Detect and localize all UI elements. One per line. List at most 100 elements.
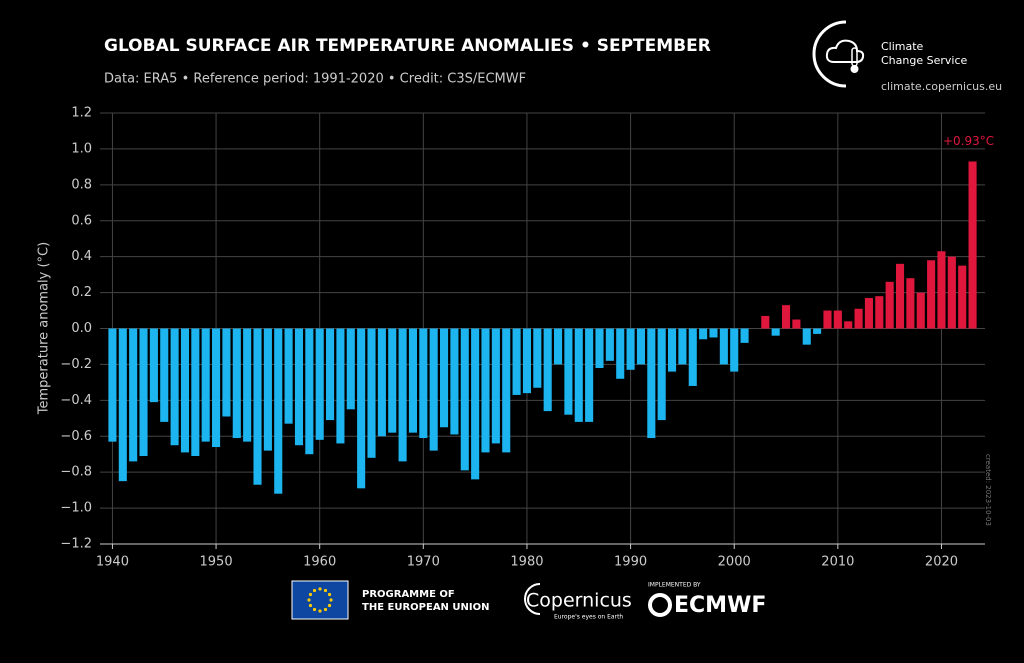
- footer-logos: PROGRAMME OF THE EUROPEAN UNION Copernic…: [291, 580, 766, 621]
- bar: [346, 328, 355, 410]
- bar: [667, 328, 677, 372]
- y-tick-label: −1.2: [60, 537, 92, 552]
- y-axis-label: Temperature anomaly (°C): [37, 242, 52, 415]
- y-tick-label: 1.2: [71, 106, 92, 121]
- bar: [326, 328, 335, 421]
- bar: [180, 328, 190, 453]
- bar: [761, 315, 770, 329]
- logo-arc: [812, 20, 847, 88]
- bar: [595, 328, 604, 369]
- subtitle: Data: ERA5 • Reference period: 1991-2020…: [104, 72, 526, 87]
- y-tick-label: 0.2: [71, 285, 92, 300]
- y-tick-label: −0.6: [60, 429, 92, 444]
- eu-star: [307, 598, 311, 602]
- bar: [968, 161, 977, 329]
- c3s-logo: Climate Change Service climate.copernicu…: [812, 20, 1002, 93]
- bar: [916, 292, 925, 329]
- bar: [699, 328, 708, 340]
- bar: [792, 319, 801, 329]
- bar: [605, 328, 614, 361]
- bar: [377, 328, 386, 437]
- copernicus-arc: [524, 583, 541, 615]
- x-tick-label: 2010: [821, 555, 854, 570]
- eu-star: [318, 587, 322, 591]
- y-tick-label: −1.0: [60, 501, 92, 516]
- bar: [118, 328, 127, 482]
- bar: [564, 328, 573, 415]
- bar: [191, 328, 200, 457]
- bar: [274, 328, 283, 494]
- bar: [149, 328, 158, 403]
- bar: [771, 328, 780, 336]
- bar: [263, 328, 272, 451]
- eu-text: PROGRAMME OF: [362, 589, 455, 600]
- chart-title: GLOBAL SURFACE AIR TEMPERATURE ANOMALIES…: [104, 36, 711, 56]
- eu-star: [327, 592, 332, 597]
- bar: [678, 328, 687, 365]
- bar: [554, 328, 563, 365]
- y-tick-label: −0.8: [60, 465, 92, 480]
- bar: [616, 328, 625, 379]
- bar: [460, 328, 469, 471]
- bar: [512, 328, 521, 395]
- bar: [657, 328, 666, 421]
- bar: [232, 328, 241, 439]
- bar: [129, 328, 138, 462]
- bar: [781, 305, 791, 329]
- x-tick-label: 1960: [303, 555, 336, 570]
- created-note: created: 2023-10-03: [984, 454, 992, 526]
- bar: [533, 328, 542, 388]
- bar: [833, 310, 842, 329]
- y-tick-label: 1.0: [71, 141, 92, 156]
- bar: [823, 310, 832, 329]
- ecmwf-text: ECMWF: [674, 593, 766, 618]
- logo-text: Change Service: [881, 54, 967, 67]
- eu-star: [308, 603, 313, 608]
- x-tick-label: 1990: [614, 555, 647, 570]
- y-tick-label: 0.4: [71, 249, 92, 264]
- bar: [574, 328, 583, 422]
- x-tick-label: 2000: [718, 555, 751, 570]
- bar: [336, 328, 345, 444]
- bar: [471, 328, 480, 480]
- bar: [294, 328, 304, 446]
- copernicus-text: Copernicus: [526, 590, 632, 612]
- bar: [305, 328, 314, 455]
- bar: [636, 328, 645, 365]
- logo-bulb: [850, 65, 859, 73]
- logo-url: climate.copernicus.eu: [881, 80, 1002, 93]
- eu-star: [329, 598, 333, 602]
- bar: [212, 328, 221, 448]
- eu-star: [308, 592, 313, 597]
- bar: [927, 260, 936, 329]
- bar: [419, 328, 428, 439]
- bar: [864, 297, 873, 329]
- logo-cloud: [825, 39, 865, 63]
- y-tick-label: 0.0: [71, 321, 92, 336]
- bar: [730, 328, 739, 372]
- bar: [357, 328, 366, 489]
- bar: [585, 328, 594, 422]
- y-tick-label: 0.6: [71, 213, 92, 228]
- bar: [408, 328, 418, 433]
- bar: [284, 328, 293, 424]
- bar: [709, 328, 718, 338]
- bar: [958, 265, 967, 329]
- bar: [450, 328, 459, 435]
- bar: [222, 328, 231, 417]
- bar: [253, 328, 262, 485]
- bar: [543, 328, 552, 412]
- eu-star: [312, 607, 317, 612]
- bar: [481, 328, 490, 453]
- eu-text: THE EUROPEAN UNION: [362, 602, 490, 613]
- implemented-text: IMPLEMENTED BY: [648, 582, 701, 589]
- bar: [170, 328, 179, 446]
- bar: [398, 328, 407, 462]
- eu-stars: [307, 587, 333, 613]
- bar: [243, 328, 252, 442]
- bar: [937, 251, 946, 329]
- bar: [802, 328, 811, 345]
- bar: [522, 328, 531, 394]
- ecmwf-mark: [648, 593, 672, 617]
